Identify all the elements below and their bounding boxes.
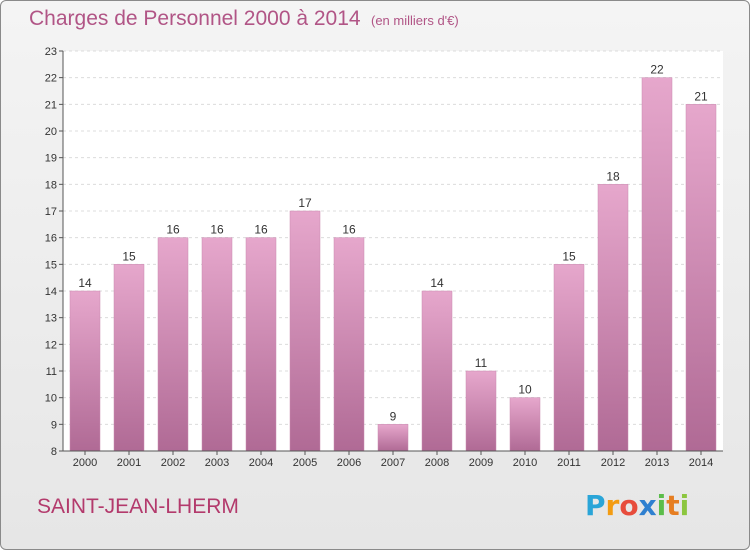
x-tick-label: 2006 <box>337 457 361 469</box>
x-tick-label: 2002 <box>161 457 185 469</box>
bar <box>509 397 541 452</box>
logo-letter: i <box>656 489 667 522</box>
x-tick-label: 2011 <box>557 457 581 469</box>
logo-letter: o <box>619 489 639 522</box>
y-tick-label: 9 <box>51 419 57 431</box>
y-tick-label: 21 <box>45 99 57 111</box>
y-tick-label: 8 <box>51 446 57 458</box>
bar <box>377 424 409 452</box>
data-label: 14 <box>430 276 444 290</box>
commune-name: SAINT-JEAN-LHERM <box>37 495 239 518</box>
bar <box>157 237 189 452</box>
data-label: 14 <box>78 276 92 290</box>
data-label: 15 <box>562 249 576 263</box>
y-tick-label: 20 <box>45 126 57 138</box>
x-tick-label: 2008 <box>425 457 449 469</box>
bars <box>69 77 717 452</box>
y-tick-label: 16 <box>45 233 57 245</box>
bar <box>465 370 497 452</box>
data-label: 9 <box>390 409 397 423</box>
data-label: 17 <box>298 196 312 210</box>
bar <box>113 264 145 452</box>
data-label: 21 <box>694 89 708 103</box>
bar <box>289 210 321 452</box>
bar <box>333 237 365 452</box>
chart-title: Charges de Personnel 2000 à 2014 <box>29 7 361 30</box>
x-tick-label: 2007 <box>381 457 405 469</box>
x-tick-label: 2014 <box>689 457 713 469</box>
data-label: 22 <box>650 63 664 77</box>
y-tick-label: 14 <box>45 286 57 298</box>
bar <box>597 184 629 452</box>
data-label: 11 <box>475 356 488 370</box>
proxiti-logo: Proxiti <box>585 489 689 522</box>
x-tick-label: 2009 <box>469 457 493 469</box>
data-label: 16 <box>254 223 268 237</box>
bar <box>685 104 717 452</box>
data-label: 10 <box>518 383 532 397</box>
data-label: 18 <box>606 169 620 183</box>
y-tick-label: 13 <box>45 313 57 325</box>
axes <box>59 50 723 455</box>
logo-letter: x <box>638 489 657 522</box>
logo-letter: r <box>605 489 620 522</box>
y-tick-label: 17 <box>45 206 57 218</box>
logo-letter: i <box>679 489 690 522</box>
bar <box>201 237 233 452</box>
y-tick-label: 10 <box>45 393 57 405</box>
y-tick-label: 11 <box>46 366 57 378</box>
x-tick-label: 2005 <box>293 457 317 469</box>
data-label: 16 <box>166 223 180 237</box>
bar <box>421 290 453 452</box>
y-tick-label: 18 <box>45 179 57 191</box>
x-tick-label: 2004 <box>249 457 273 469</box>
logo-letter: t <box>666 489 680 522</box>
labels: 8 9 10 11 12 13 14 15 16 17 18 19 20 21 22 23 14 2000 15 20… <box>45 46 713 469</box>
x-tick-label: 2000 <box>73 457 97 469</box>
bar <box>69 290 101 452</box>
x-tick-label: 2012 <box>601 457 625 469</box>
bar <box>245 237 277 452</box>
bar <box>641 77 673 452</box>
y-tick-label: 12 <box>45 339 57 351</box>
logo-letter: P <box>585 489 606 522</box>
x-tick-label: 2003 <box>205 457 229 469</box>
y-tick-label: 23 <box>45 46 57 58</box>
bar <box>553 264 585 452</box>
data-label: 16 <box>342 223 356 237</box>
chart-unit-note: (en milliers d'€) <box>371 13 459 28</box>
y-tick-label: 15 <box>45 259 57 271</box>
y-tick-label: 22 <box>45 73 57 85</box>
x-tick-label: 2013 <box>645 457 669 469</box>
x-tick-label: 2010 <box>513 457 537 469</box>
x-tick-label: 2001 <box>117 457 141 469</box>
data-label: 16 <box>210 223 224 237</box>
y-tick-label: 19 <box>45 153 57 165</box>
data-label: 15 <box>122 249 136 263</box>
